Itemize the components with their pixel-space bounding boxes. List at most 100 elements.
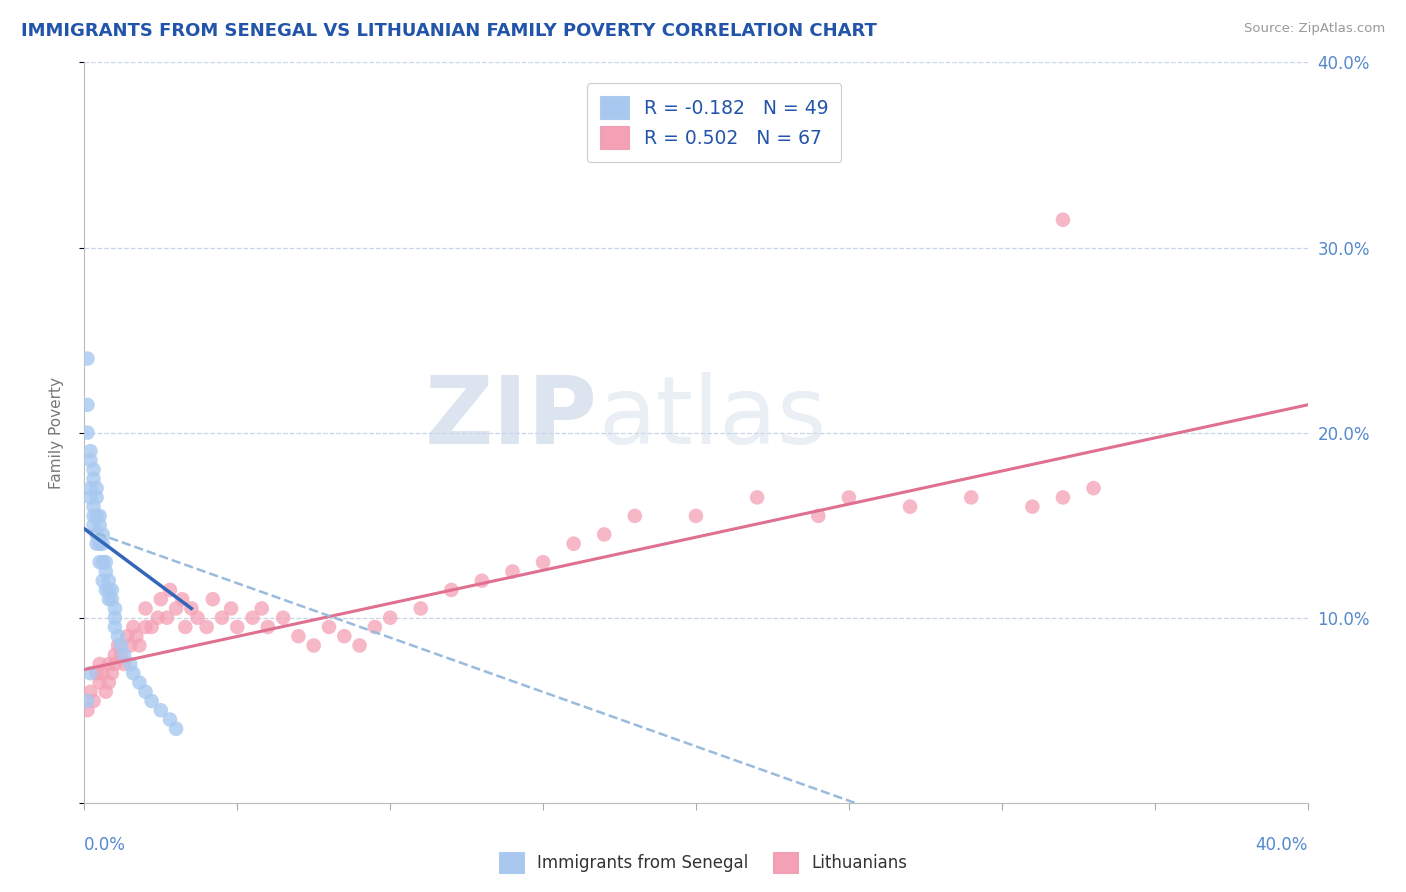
Point — [91, 666, 114, 681]
Point — [257, 620, 280, 634]
Point — [141, 620, 163, 634]
Point — [440, 582, 463, 597]
Point — [159, 713, 181, 727]
Point — [211, 610, 233, 624]
Point — [97, 574, 120, 588]
Point — [110, 639, 132, 653]
Point — [97, 675, 120, 690]
Point — [122, 620, 145, 634]
Point — [83, 462, 105, 476]
Point — [271, 610, 294, 624]
Point — [86, 491, 108, 505]
Point — [91, 555, 114, 569]
Point — [110, 648, 132, 662]
Point — [89, 657, 111, 671]
Point — [128, 675, 150, 690]
Point — [135, 620, 157, 634]
Point — [135, 601, 157, 615]
Point — [97, 657, 120, 671]
Point — [79, 491, 101, 505]
Point — [125, 629, 148, 643]
Point — [180, 601, 202, 615]
Point — [104, 648, 127, 662]
Point — [101, 582, 124, 597]
Point — [94, 555, 117, 569]
Point — [107, 639, 129, 653]
Point — [112, 648, 135, 662]
Point — [86, 536, 108, 550]
Point — [83, 694, 105, 708]
Point — [86, 481, 108, 495]
Point — [287, 629, 309, 643]
Point — [1083, 481, 1105, 495]
Point — [174, 620, 197, 634]
Point — [94, 565, 117, 579]
Point — [89, 536, 111, 550]
Point — [79, 453, 101, 467]
Point — [76, 425, 98, 440]
Point — [76, 398, 98, 412]
Point — [97, 592, 120, 607]
Point — [97, 582, 120, 597]
Point — [83, 500, 105, 514]
Point — [91, 574, 114, 588]
Point — [219, 601, 242, 615]
Point — [122, 666, 145, 681]
Point — [76, 703, 98, 717]
Point — [86, 508, 108, 523]
Point — [195, 620, 218, 634]
Point — [146, 610, 169, 624]
Point — [120, 657, 142, 671]
Point — [149, 592, 172, 607]
Point — [104, 657, 127, 671]
Point — [624, 508, 647, 523]
Point — [165, 722, 187, 736]
Point — [89, 518, 111, 533]
Point — [380, 610, 402, 624]
Legend: Immigrants from Senegal, Lithuanians: Immigrants from Senegal, Lithuanians — [492, 846, 914, 880]
Point — [94, 582, 117, 597]
Point — [1052, 491, 1074, 505]
Point — [1052, 212, 1074, 227]
Y-axis label: Family Poverty: Family Poverty — [49, 376, 63, 489]
Point — [250, 601, 273, 615]
Point — [79, 481, 101, 495]
Point — [141, 694, 163, 708]
Point — [156, 610, 179, 624]
Point — [898, 500, 921, 514]
Point — [135, 685, 157, 699]
Point — [104, 601, 127, 615]
Point — [242, 610, 264, 624]
Point — [226, 620, 249, 634]
Point — [747, 491, 769, 505]
Text: 0.0%: 0.0% — [84, 836, 127, 855]
Point — [83, 508, 105, 523]
Point — [86, 666, 108, 681]
Point — [807, 508, 830, 523]
Point — [104, 610, 127, 624]
Point — [86, 527, 108, 541]
Point — [115, 629, 138, 643]
Point — [364, 620, 387, 634]
Point — [112, 657, 135, 671]
Point — [165, 601, 187, 615]
Point — [186, 610, 208, 624]
Point — [79, 444, 101, 458]
Point — [83, 472, 105, 486]
Point — [159, 582, 181, 597]
Point — [333, 629, 356, 643]
Point — [302, 639, 325, 653]
Point — [83, 518, 105, 533]
Point — [531, 555, 554, 569]
Point — [471, 574, 494, 588]
Point — [89, 555, 111, 569]
Point — [128, 639, 150, 653]
Point — [149, 703, 172, 717]
Point — [120, 639, 142, 653]
Point — [101, 592, 124, 607]
Point — [89, 508, 111, 523]
Point — [593, 527, 616, 541]
Point — [349, 639, 371, 653]
Text: atlas: atlas — [598, 372, 827, 464]
Point — [409, 601, 432, 615]
